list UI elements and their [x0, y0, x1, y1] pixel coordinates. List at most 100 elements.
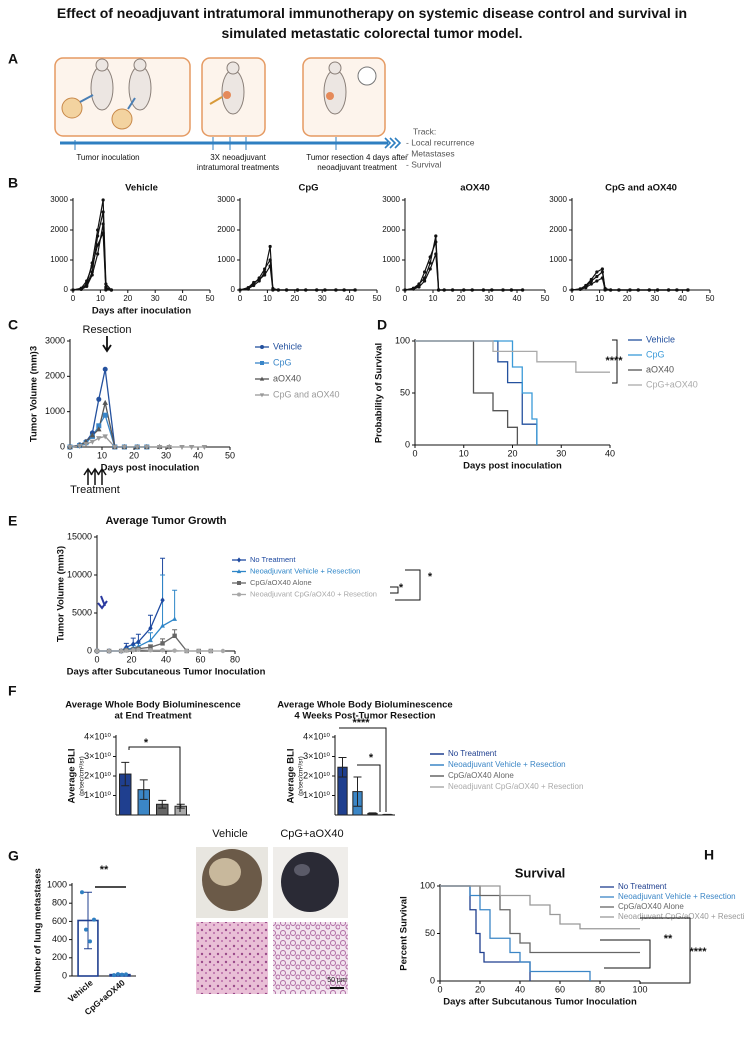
data-point	[263, 267, 267, 271]
survival-curve	[415, 340, 538, 445]
chart: 0 5000 10000 15000 0 20 40 60 80 Average Tumor Gr…	[56, 515, 433, 678]
y-tick-label: 2×10¹⁰	[303, 770, 330, 780]
data-point	[595, 279, 599, 283]
legend-label: Neoadjuvant Vehicle + Resection	[618, 892, 736, 901]
x-axis-label: Days after inoculation	[92, 306, 191, 317]
annotation: Treatment	[70, 484, 120, 496]
y-tick-label: 0	[64, 285, 69, 294]
legend-label: aOX40	[646, 364, 674, 374]
x-tick-label: 50	[373, 294, 382, 303]
chart: 0 1000 2000 3000 0 10 20 30 40 50 aOX40	[382, 183, 550, 304]
legend-label: No Treatment	[448, 749, 497, 758]
data-point	[509, 288, 513, 292]
data-point	[268, 258, 272, 262]
data-point	[80, 890, 84, 895]
y-tick-label: 100	[395, 335, 410, 345]
error-bar	[172, 589, 178, 620]
x-axis-label: Days after Subcutanous Tumor Inoculation	[443, 997, 637, 1008]
y-tick-label: 5000	[72, 607, 92, 617]
y-tick-label: 0	[231, 285, 236, 294]
y-tick-label: 3000	[382, 195, 400, 204]
data-point	[89, 439, 96, 445]
data-point	[603, 288, 607, 292]
data-point	[121, 445, 128, 450]
y-tick-label: 4×10¹⁰	[303, 731, 330, 741]
y-tick-label: 0	[405, 439, 410, 449]
data-point	[85, 284, 89, 288]
y-tick-label: 2000	[45, 371, 65, 381]
legend-label: CpG+aOX40	[646, 379, 698, 389]
data-point	[595, 270, 599, 274]
series-line	[97, 649, 223, 652]
data-point	[595, 274, 599, 279]
series-line	[404, 235, 523, 291]
data-point	[252, 280, 256, 285]
y-tick-label: 1000	[549, 255, 567, 264]
legend-label: CpG and aOX40	[273, 389, 340, 399]
legend-label: Neoadjuvant CpG/aOX40 + Resection	[448, 782, 583, 791]
data-point	[434, 234, 438, 238]
data-point	[451, 288, 455, 292]
x-tick-label: 40	[193, 450, 203, 460]
y-tick-label: 0	[563, 285, 568, 294]
data-point	[257, 277, 261, 282]
annotation: **	[100, 864, 109, 876]
panel-letter: B	[8, 175, 18, 191]
data-point	[238, 288, 242, 292]
data-point	[196, 648, 201, 654]
data-point	[160, 648, 165, 653]
data-point	[148, 637, 153, 643]
x-tick-label: 0	[238, 294, 243, 303]
series-line	[571, 268, 688, 291]
track-item: Track:	[413, 126, 436, 136]
x-tick-label: 10	[97, 450, 107, 460]
y-tick-label: 2000	[217, 225, 235, 234]
data-point	[284, 288, 289, 292]
data-point	[124, 648, 129, 653]
x-axis-label: Days post inoculation	[101, 463, 200, 474]
x-tick-label: 40	[345, 294, 354, 303]
x-tick-label: 20	[507, 448, 517, 458]
legend-marker	[237, 592, 241, 597]
treatment-arrow	[97, 595, 108, 610]
data-point	[600, 276, 604, 280]
x-tick-label: 50	[225, 450, 235, 460]
data-point	[134, 445, 140, 450]
data-point	[268, 244, 272, 249]
legend-label: aOX40	[273, 373, 301, 383]
chart: 0 1000 2000 3000 0 10 20 30 40 50 CpG	[217, 183, 382, 304]
annotation-shape	[102, 336, 112, 353]
chart: 1×10¹⁰ 2×10¹⁰ 3×10¹⁰ 4×10¹⁰ Average Whole Bo…	[277, 700, 583, 816]
annotation-shape	[395, 569, 421, 601]
chart-title: Vehicle	[125, 183, 158, 194]
x-tick-label: 10	[96, 294, 105, 303]
y-tick-label: 3000	[217, 195, 235, 204]
x-tick-label: 20	[129, 450, 139, 460]
data-point	[101, 198, 105, 202]
y-tick-label: 0	[430, 975, 435, 985]
data-point	[96, 423, 102, 429]
data-point	[423, 270, 427, 274]
chart-title: 4 Weeks Post-Tumor Resection	[294, 711, 435, 722]
data-point	[118, 648, 124, 654]
image-label: Vehicle	[212, 828, 247, 840]
track-item: - Metastases	[406, 148, 455, 158]
legend-label: Neoadjuvant Vehicle + Resection	[250, 566, 360, 575]
data-point	[90, 264, 94, 268]
legend-label: CpG	[273, 357, 292, 367]
data-point	[85, 282, 89, 286]
x-tick-label: 40	[605, 448, 615, 458]
chart-title: Average Whole Body Bioluminescence	[65, 700, 240, 711]
x-tick-label: 50	[706, 294, 715, 303]
annotation: *	[399, 582, 404, 594]
error-bar	[139, 779, 148, 800]
data-point	[136, 647, 141, 653]
x-tick-label: 40	[161, 654, 171, 664]
data-point	[131, 648, 136, 653]
y-axis-label: Average BLI	[67, 748, 78, 803]
annotation: Resection	[83, 324, 132, 336]
survival-curve	[440, 885, 640, 930]
data-point	[96, 436, 102, 442]
data-point	[428, 261, 432, 265]
